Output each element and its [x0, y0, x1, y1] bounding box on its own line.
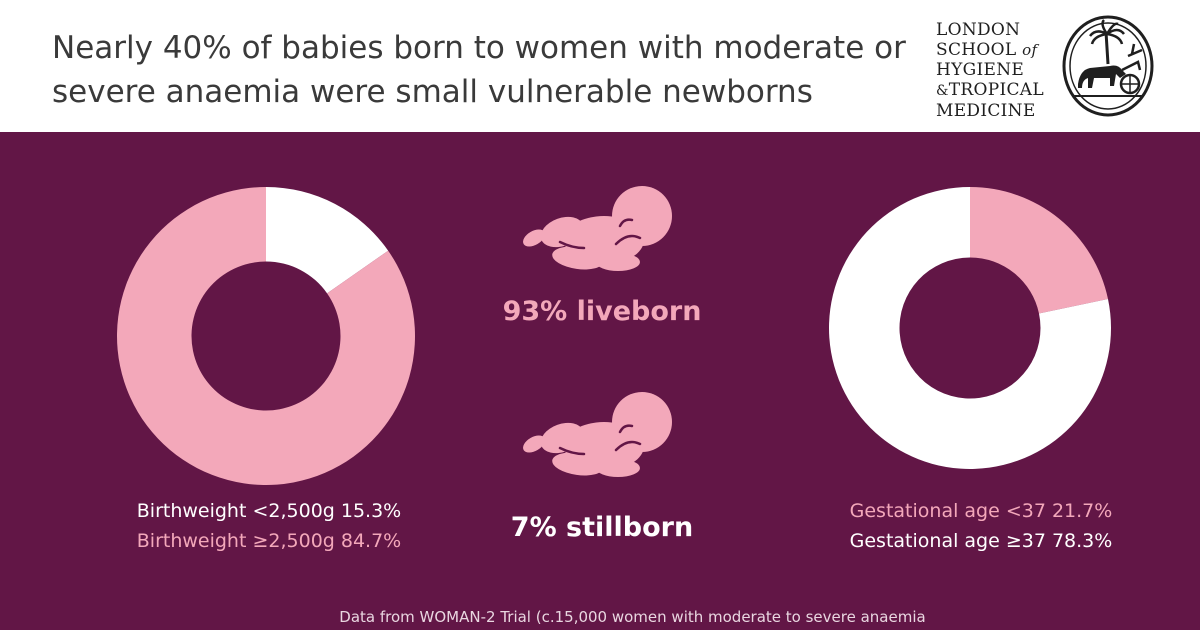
stillborn-stat: 7% stillborn — [510, 512, 694, 543]
logo-line: &TROPICAL — [936, 80, 1054, 101]
donut-slice-birthweight-low — [266, 187, 389, 294]
donut-slice-gestational-preterm — [970, 187, 1108, 314]
gestational-age-legend: Gestational age <37 21.7% Gestational ag… — [830, 496, 1132, 556]
lshtm-logo: LONDON SCHOOL of HYGIENE &TROPICAL MEDIC… — [930, 14, 1160, 122]
birthweight-legend: Birthweight <2,500g 15.3% Birthweight ≥2… — [118, 496, 420, 556]
donut-slice-gestational-term — [829, 187, 1111, 469]
legend-item-birthweight-low: Birthweight <2,500g 15.3% — [136, 500, 402, 522]
logo-line-part: & — [936, 83, 949, 99]
headline: Nearly 40% of babies born to women with … — [52, 30, 906, 110]
baby-icon — [523, 186, 672, 271]
logo-line: SCHOOL of — [936, 40, 1054, 60]
logo-seal-icon — [1062, 15, 1154, 117]
logo-line: MEDICINE — [936, 101, 1036, 121]
legend-item-gestational-preterm: Gestational age <37 21.7% — [849, 500, 1113, 522]
gestational-age-donut-chart — [829, 187, 1111, 469]
source-note: Data from WOMAN-2 Trial (c.15,000 women … — [339, 608, 926, 626]
birthweight-donut-chart — [117, 187, 415, 486]
logo-wordmark: LONDON SCHOOL of HYGIENE &TROPICAL MEDIC… — [936, 20, 1054, 121]
logo-line: HYGIENE — [936, 60, 1025, 80]
liveborn-stat: 93% liveborn — [502, 296, 702, 327]
header: Nearly 40% of babies born to women with … — [0, 0, 1200, 132]
baby-icon — [523, 392, 672, 477]
logo-line: LONDON — [936, 20, 1021, 40]
legend-item-gestational-term: Gestational age ≥37 78.3% — [849, 530, 1113, 552]
logo-line-part: of — [1022, 41, 1038, 59]
logo-line-part: TROPICAL — [948, 80, 1044, 100]
logo-line-part: SCHOOL — [936, 40, 1017, 60]
legend-item-birthweight-normal: Birthweight ≥2,500g 84.7% — [136, 530, 402, 552]
donut-slice-birthweight-normal — [117, 187, 415, 486]
